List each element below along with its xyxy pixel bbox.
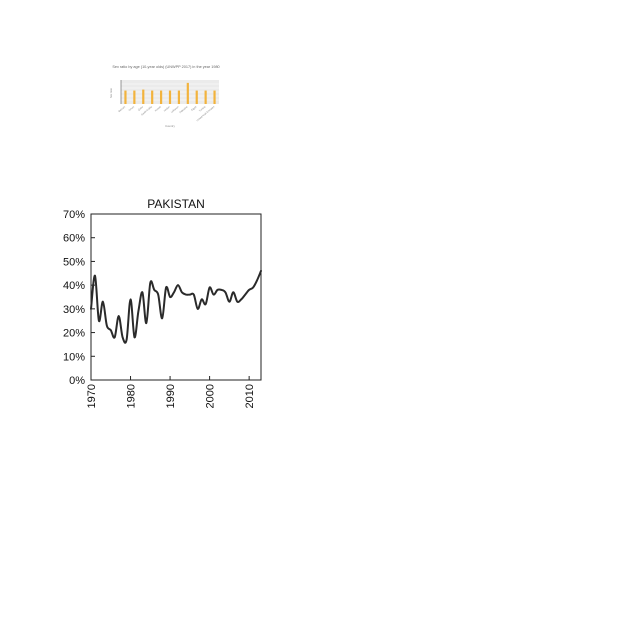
bar-10 [204,90,207,104]
y-tick-label: 50% [63,256,85,268]
bar-9 [195,90,198,104]
bar-5 [159,90,163,104]
small-x-tick-label: Tunisia [199,105,207,113]
series-line [90,269,262,344]
small-x-tick-label: Kuwait [154,105,162,112]
bar-4 [151,90,154,104]
y-tick-label: 70% [63,209,85,221]
bar-2 [133,90,136,104]
small-x-tick-label: Lebanon [170,105,180,114]
small-x-tick-label: Bahrain [118,105,127,113]
bar-6 [168,90,172,104]
x-tick-label: 2000 [205,384,217,408]
bar-1 [124,90,127,104]
small-chart-y-label: Sex ratio [109,87,113,98]
y-tick-label: 10% [63,351,85,363]
bar-3 [142,89,145,104]
x-tick-label: 2010 [244,384,256,408]
small-chart-x-label: Country [165,124,175,128]
main-chart-title: PAKISTAN [147,197,205,211]
main-chart-frame [90,213,262,381]
y-tick-label: 0% [69,375,85,387]
y-tick-label: 20% [63,328,85,340]
x-tick-label: 1980 [126,384,138,408]
x-tick-label: 1990 [165,384,177,408]
small-x-tick-label: Qatar [137,105,144,111]
small-x-tick-label: Oman [128,105,135,112]
small-x-tick-label: Palestine [179,105,189,114]
y-tick-label: 40% [63,280,85,292]
small-chart-title: Sex ratio by age (10-year olds) (UNWPP 2… [112,65,219,69]
bar-8 [186,82,189,104]
small-x-tick-label: Egypt [191,105,198,111]
bar-7 [177,90,181,104]
y-tick-label: 60% [63,233,85,245]
y-tick-label: 30% [63,304,85,316]
small-x-tick-label: Jordan [163,105,171,112]
small-x-tick-label: Saudi Arabia [141,105,154,116]
x-tick-label: 1970 [86,384,98,408]
bar-11 [213,90,216,104]
